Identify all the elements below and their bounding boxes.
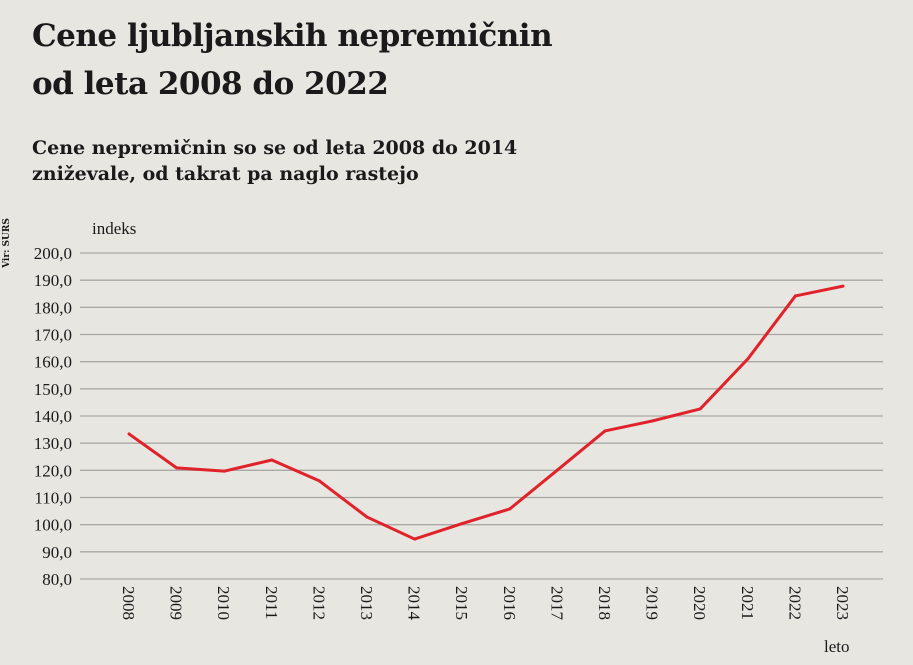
x-tick-label: 2013	[357, 586, 376, 620]
y-tick-label: 200,0	[34, 244, 72, 263]
x-tick-label: 2020	[690, 586, 709, 620]
data-point	[317, 479, 321, 483]
y-tick-label: 100,0	[34, 516, 72, 535]
data-point	[746, 357, 750, 361]
series-line	[128, 284, 844, 541]
x-tick-label: 2015	[452, 586, 471, 620]
data-point	[508, 507, 512, 511]
y-tick-label: 190,0	[34, 271, 72, 290]
x-tick-label: 2022	[785, 586, 804, 620]
x-tick-label: 2008	[119, 586, 138, 620]
subtitle-line-1: Cene nepremičnin so se od leta 2008 do 2…	[32, 137, 518, 159]
data-point	[413, 537, 417, 541]
data-point	[555, 468, 559, 472]
y-tick-label: 130,0	[34, 434, 72, 453]
x-tick-label: 2016	[500, 586, 519, 620]
data-point	[603, 429, 607, 433]
data-point	[222, 469, 226, 473]
y-tick-label: 110,0	[34, 489, 72, 508]
data-point	[698, 407, 702, 411]
y-tick-label: 170,0	[34, 326, 72, 345]
y-tick-label: 150,0	[34, 380, 72, 399]
x-axis-label: leto	[824, 637, 850, 656]
x-tick-label: 2018	[595, 586, 614, 620]
x-tick-label: 2021	[738, 586, 757, 620]
data-point	[127, 432, 131, 436]
y-tick-label: 140,0	[34, 407, 72, 426]
data-point	[460, 522, 464, 526]
data-point	[793, 294, 797, 298]
chart-subtitle: Cene nepremičnin so se od leta 2008 do 2…	[32, 135, 517, 187]
chart-title: Cene ljubljanskih nepremičnin od leta 200…	[32, 12, 553, 108]
x-tick-label: 2019	[643, 586, 662, 620]
subtitle-line-2: zniževale, od takrat pa naglo rastejo	[32, 163, 419, 185]
x-tick-label: 2014	[405, 586, 424, 621]
title-line-2: od leta 2008 do 2022	[32, 66, 389, 102]
x-tick-label: 2011	[262, 586, 281, 619]
x-tick-label: 2017	[547, 586, 566, 621]
data-point	[365, 515, 369, 519]
x-tick-label: 2023	[833, 586, 852, 620]
data-point	[175, 466, 179, 470]
y-tick-label: 80,0	[42, 570, 72, 589]
y-tick-label: 160,0	[34, 353, 72, 372]
data-point	[651, 419, 655, 423]
y-axis-label: indeks	[92, 219, 136, 238]
x-tick-label: 2010	[214, 586, 233, 620]
y-tick-label: 90,0	[42, 543, 72, 562]
y-tick-label: 180,0	[34, 298, 72, 317]
x-tick-label: 2009	[167, 586, 186, 620]
data-point	[270, 458, 274, 462]
title-line-1: Cene ljubljanskih nepremičnin	[32, 18, 553, 54]
y-tick-label: 120,0	[34, 461, 72, 480]
data-point	[841, 284, 845, 288]
x-tick-label: 2012	[309, 586, 328, 620]
